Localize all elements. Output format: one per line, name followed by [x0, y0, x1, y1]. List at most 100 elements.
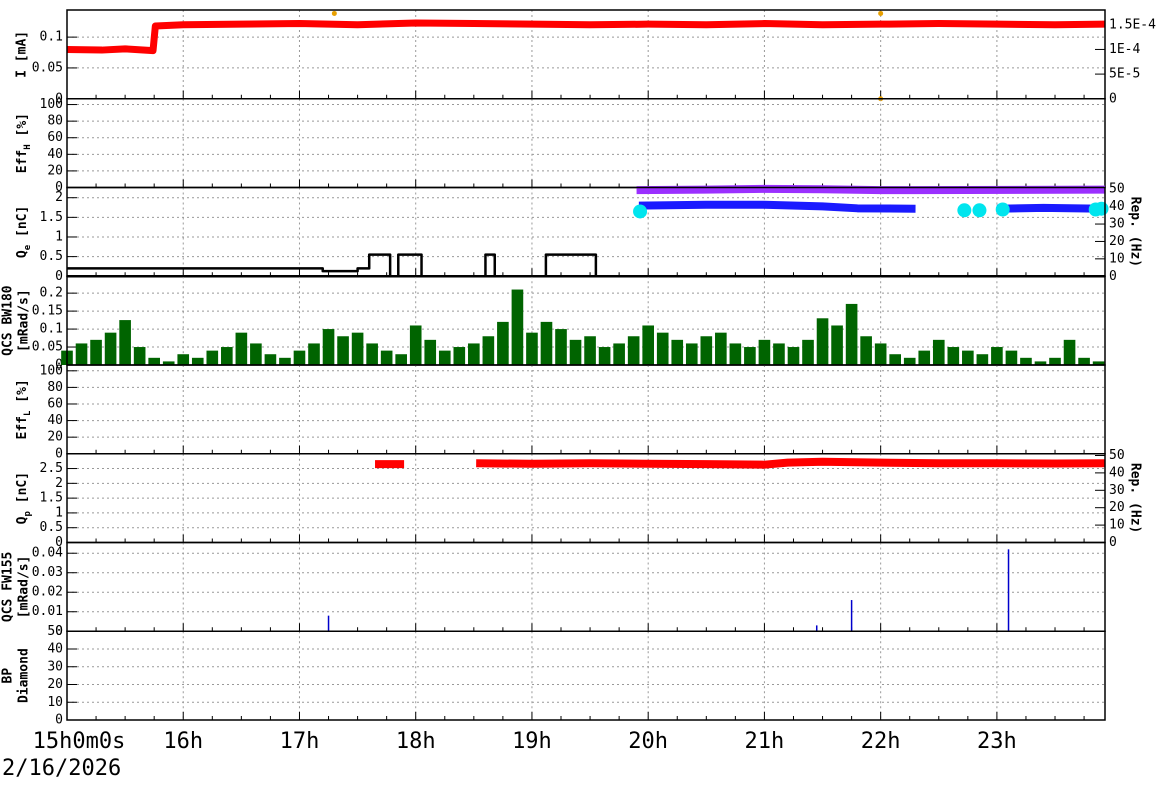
- x-tick-label: 21h: [745, 729, 785, 754]
- bar: [308, 343, 320, 365]
- y-tick-label: 0.1: [40, 30, 63, 45]
- x-tick-label: 23h: [977, 729, 1017, 754]
- y-tick-label: 1.5: [40, 210, 63, 225]
- bar: [119, 320, 131, 365]
- bar: [540, 321, 553, 365]
- bar: [1020, 357, 1032, 365]
- y-tick-label: 2: [55, 190, 63, 205]
- bar: [976, 354, 989, 365]
- y-axis-label: [mRad/s]: [17, 556, 32, 619]
- bar: [598, 347, 611, 365]
- bar: [991, 347, 1003, 365]
- bar: [918, 350, 931, 365]
- y-axis-label-sub: H: [23, 144, 33, 149]
- bar: [453, 347, 466, 365]
- y-tick-label: 0: [55, 446, 63, 461]
- bar: [831, 325, 843, 365]
- y-tick-label: 60: [47, 130, 63, 145]
- y-tick-label: 100: [40, 363, 63, 378]
- y-axis-label: I [mA]: [15, 31, 30, 78]
- y2-axis-label: Rep. (Hz): [1128, 197, 1143, 267]
- y-tick-label: 0.03: [32, 565, 63, 580]
- bar: [671, 339, 684, 365]
- y-axis-label: Diamond: [17, 648, 32, 703]
- y2-axis-label: Rep. (Hz): [1128, 463, 1143, 533]
- y-axis-label: QCS BW180: [1, 285, 16, 356]
- point: [331, 10, 337, 16]
- y2-tick-label: 50: [1109, 448, 1125, 463]
- bar: [744, 347, 756, 365]
- y-tick-label: 0: [55, 358, 63, 373]
- point: [972, 203, 987, 218]
- y-tick-label: 0.5: [40, 520, 63, 535]
- bar: [279, 357, 291, 365]
- bar: [1063, 339, 1076, 365]
- x-tick-label: 20h: [628, 729, 668, 754]
- y-axis-label-sub: p: [23, 510, 33, 516]
- bar: [758, 339, 771, 365]
- y2-tick-label: 10: [1109, 251, 1125, 266]
- series-line: [638, 200, 1106, 213]
- y-tick-label: 80: [47, 114, 63, 129]
- bar: [526, 332, 538, 365]
- x-tick-label: 19h: [512, 729, 552, 754]
- y2-tick-label: 5E-5: [1109, 67, 1140, 82]
- bar: [177, 354, 190, 365]
- panel-frame: [66, 630, 1106, 721]
- y2-tick-label: 1.5E-4: [1109, 17, 1156, 32]
- y-axis-label: Qp [nC]: [15, 472, 33, 524]
- bar: [642, 325, 654, 365]
- bar: [773, 343, 785, 365]
- y-axis-label: EffL [%]: [15, 379, 33, 439]
- y-tick-label: 40: [47, 642, 63, 657]
- bar: [250, 343, 262, 365]
- series-line: [66, 19, 1106, 55]
- bar: [409, 325, 422, 365]
- y-tick-label: 40: [47, 147, 63, 162]
- y-tick-label: 20: [47, 163, 63, 178]
- y2-tick-label: 50: [1109, 182, 1125, 197]
- bar: [889, 354, 902, 365]
- y-tick-label: 80: [47, 380, 63, 395]
- y-axis-label: [mRad/s]: [17, 289, 32, 352]
- y2-tick-label: 30: [1109, 483, 1125, 498]
- y-tick-label: 0.02: [32, 585, 63, 600]
- point: [633, 204, 648, 219]
- y-axis-label: QCS FW155: [1, 552, 16, 622]
- bar: [1034, 361, 1047, 365]
- y-tick-label: 0: [55, 269, 63, 284]
- bar: [293, 350, 306, 365]
- y-tick-label: 0.05: [32, 340, 63, 355]
- bar: [191, 357, 204, 365]
- bar: [932, 339, 945, 365]
- bar: [380, 350, 393, 365]
- series-line: [636, 184, 1106, 195]
- bar: [1005, 350, 1018, 365]
- x-tick-label: 16h: [163, 729, 203, 754]
- bar: [221, 347, 233, 365]
- y2-tick-label: 1E-4: [1109, 42, 1140, 57]
- bar: [802, 339, 814, 365]
- bar: [787, 347, 800, 365]
- bar: [351, 332, 364, 365]
- bar: [715, 332, 727, 365]
- bar: [816, 318, 829, 365]
- y-axis-label-part: [%]: [15, 379, 30, 410]
- y-tick-label: 60: [47, 396, 63, 411]
- y-tick-label: 100: [40, 97, 63, 112]
- bar: [497, 321, 509, 365]
- date-label: 2/16/2026: [2, 756, 121, 781]
- bar: [104, 332, 117, 365]
- y-tick-label: 0.2: [40, 286, 63, 301]
- y2-tick-label: 0: [1109, 535, 1117, 550]
- y2-tick-label: 30: [1109, 217, 1125, 232]
- y-tick-label: 0: [55, 535, 63, 550]
- bar: [962, 350, 974, 365]
- bar: [511, 289, 524, 365]
- y-axis-label-sub: L: [23, 410, 33, 416]
- y-tick-label: 0.05: [32, 60, 63, 75]
- y-tick-label: 1.5: [40, 491, 63, 506]
- y2-tick-label: 10: [1109, 518, 1125, 533]
